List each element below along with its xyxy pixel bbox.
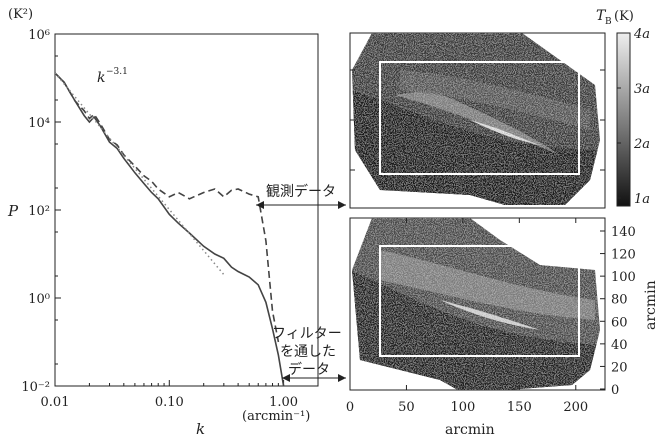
spectrum-panel: 10⁻² 10⁰ 10² 10⁴ 10⁶ 0.01 0.10 1.00 (K²) P k (… [7,7,319,438]
observed-label: 観測データ [266,183,336,200]
map-y-tick-label: 100 [611,270,636,285]
fit-label-exponent: −3.1 [106,67,128,77]
spectrum-series [55,72,285,386]
map-x-tick-label: 150 [507,400,532,415]
colorbar-label-t: T [596,8,607,24]
map-y-tick-label: 140 [611,225,636,240]
map-x-tick-label: 100 [450,400,475,415]
filtered-label-line2: を通した [280,344,336,360]
map-x-tick-label: 50 [398,400,415,415]
filtered-label-line1: フィルター [272,326,342,342]
filtered-series-line [55,72,285,386]
x-tick-label: 1.00 [269,395,298,410]
colorbar-label-unit: (K) [614,9,634,24]
colorbar-tick-label: 3a [634,82,650,97]
map-y-tick-label: 20 [611,360,628,375]
colorbar-label-sub: B [605,17,612,27]
observed-series-line [55,72,280,343]
y-tick-label: 10⁶ [28,28,50,43]
x-tick-label: 0.10 [155,395,184,410]
map-x-axis-label: arcmin [445,422,495,438]
observed-selection-box [379,61,580,175]
map-x-tick-label: 0 [346,400,354,415]
map-y-tick-label: 0 [611,383,619,398]
y-tick-label: 10⁴ [28,116,50,131]
colorbar-tick-label: 2a [633,137,650,152]
colorbar-tick-label: 1a [634,192,650,207]
spectrum-x-ticks: 0.01 0.10 1.00 [41,380,319,410]
filtered-annotation: フィルター を通した データ [272,326,346,382]
colorbar-gradient [616,32,631,207]
filtered-selection-box [379,245,580,357]
fit-label-base: k [97,70,105,86]
fit-line [55,72,225,276]
map-y-tick-label: 60 [611,315,628,330]
y-axis-label: P [7,202,19,220]
observed-map-ticks [350,69,605,171]
map-y-axis-label: arcmin [643,280,659,330]
colorbar-tick-label: 4a [633,27,650,42]
colorbar-ticks: 4a 3a 2a 1a [617,27,650,207]
map-y-ticks: 0 20 40 60 80 100 120 140 [600,225,636,398]
map-y-tick-label: 80 [611,293,628,308]
filtered-label-line3: データ [288,361,330,378]
observed-annotation: 観測データ [256,183,346,209]
y-tick-label: 10⁻² [21,380,50,395]
map-y-tick-label: 40 [611,338,628,353]
spectrum-y-ticks: 10⁻² 10⁰ 10² 10⁴ 10⁶ [21,28,61,395]
x-tick-label: 0.01 [41,395,70,410]
filtered-map: 0 50 100 150 200 0 20 40 60 80 100 120 140 arcmin a… [346,217,659,438]
map-x-ticks: 0 50 100 150 200 [346,218,588,415]
y-tick-label: 10⁰ [28,292,50,307]
map-y-tick-label: 120 [611,248,636,263]
y-unit-label: (K²) [8,7,33,22]
y-tick-label: 10² [28,204,50,219]
fit-label: k −3.1 [97,67,128,86]
x-unit-label: (arcmin⁻¹) [242,409,310,424]
observed-map [349,32,606,209]
x-axis-label: k [196,420,205,438]
map-x-tick-label: 200 [563,400,588,415]
colorbar: 4a 3a 2a 1a T B (K) [596,8,650,207]
